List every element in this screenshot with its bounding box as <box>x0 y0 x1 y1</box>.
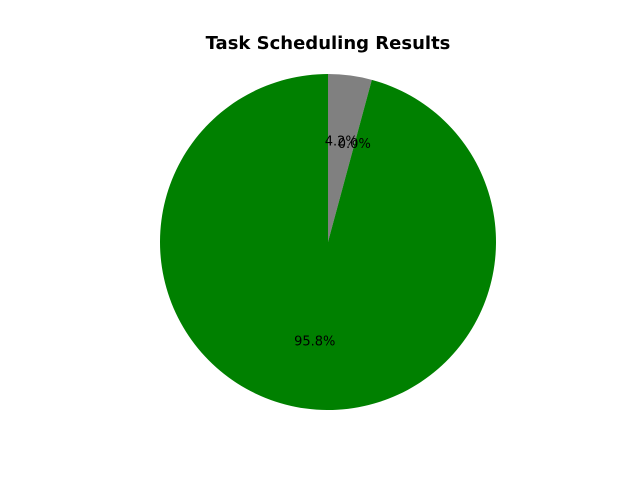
slice-percent-label: 4.2% <box>325 135 358 150</box>
chart-title: Task Scheduling Results <box>206 33 451 54</box>
pie-slice <box>328 74 372 242</box>
slice-percent-label: 0.0% <box>338 137 371 152</box>
slice-percent-label: 95.8% <box>294 334 335 349</box>
pie-slices <box>159 74 497 411</box>
pie-slice <box>159 74 497 411</box>
pie-labels: 4.2%0.0% 95.8% <box>294 135 371 350</box>
